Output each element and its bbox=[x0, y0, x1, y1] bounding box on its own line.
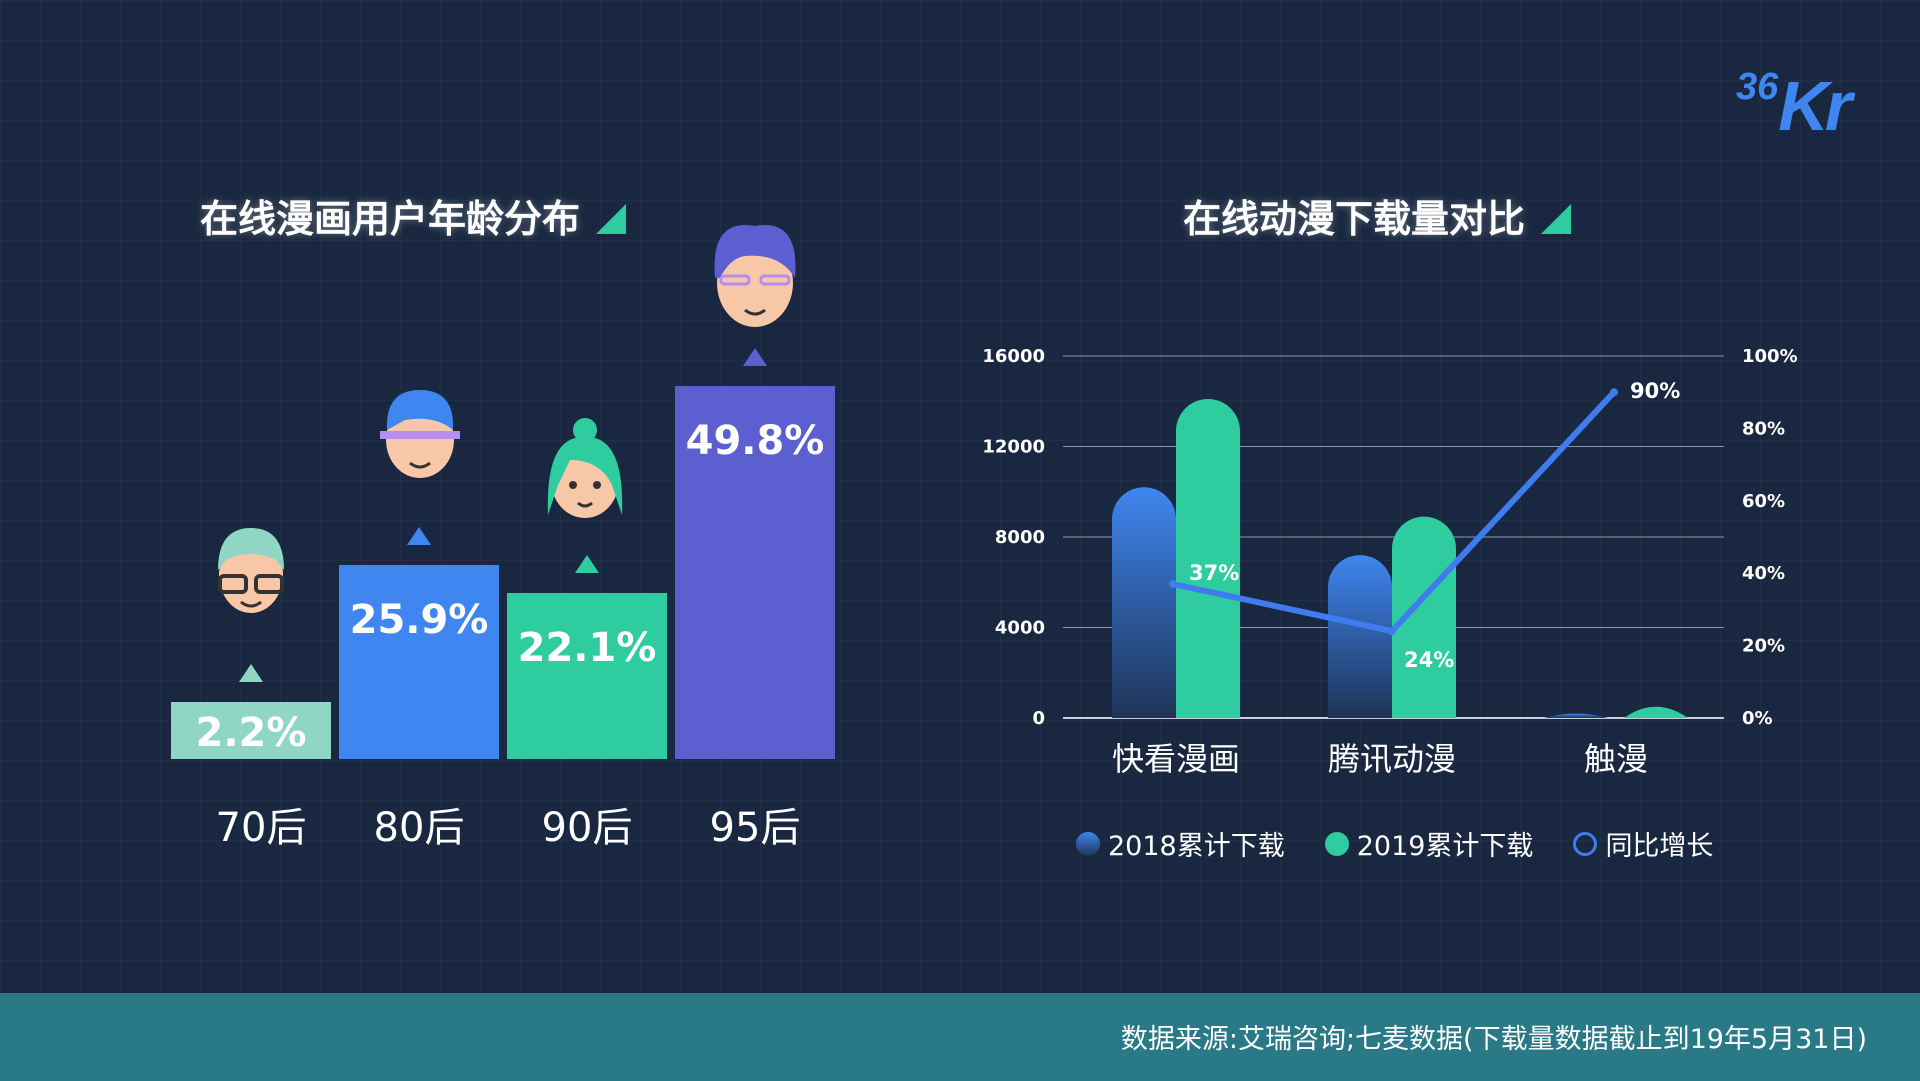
age-label: 90后 bbox=[541, 805, 633, 851]
logo-36kr: 36Kr bbox=[1736, 66, 1852, 145]
age-label: 95后 bbox=[709, 805, 801, 851]
bar-2018 bbox=[1112, 487, 1176, 718]
up-arrow-icon bbox=[407, 527, 431, 545]
bar-2018 bbox=[1544, 713, 1608, 718]
age-label: 70后 bbox=[215, 805, 307, 851]
age-bar: 25.9% bbox=[339, 565, 499, 759]
triangle-icon bbox=[596, 204, 627, 234]
category-label: 腾讯动漫 bbox=[1328, 740, 1456, 778]
legend-2019: 2019累计下载 bbox=[1356, 831, 1534, 862]
y2-tick-label: 0% bbox=[1742, 708, 1773, 729]
y2-tick-label: 60% bbox=[1742, 491, 1785, 512]
bar-2019 bbox=[1624, 706, 1688, 718]
face-70s-icon bbox=[218, 528, 284, 613]
age-bar-label: 22.1% bbox=[517, 625, 657, 672]
age-bar-label: 2.2% bbox=[195, 710, 307, 756]
age-label: 80后 bbox=[373, 805, 465, 851]
download-comparison-chart: 0 4000 8000 12000 16000 0% 20% 40% 60% 80% 100% 快看漫… bbox=[982, 346, 1798, 778]
legend-2019-icon bbox=[1324, 831, 1349, 856]
bar-2018 bbox=[1328, 555, 1392, 718]
bar-2019 bbox=[1392, 516, 1456, 718]
growth-label: 24% bbox=[1404, 648, 1454, 672]
growth-point bbox=[1388, 627, 1396, 636]
bar-2019 bbox=[1176, 398, 1240, 718]
face-80s-icon bbox=[380, 390, 460, 478]
growth-point bbox=[1169, 580, 1177, 589]
footer-source: 数据来源:艾瑞咨询;七麦数据(下载量数据截止到19年5月31日) bbox=[0, 993, 1920, 1081]
growth-label: 37% bbox=[1189, 561, 1239, 585]
category-label: 触漫 bbox=[1584, 740, 1648, 778]
growth-label: 90% bbox=[1630, 379, 1680, 403]
right-chart-title: 在线动漫下载量对比 bbox=[1183, 188, 1572, 243]
legend-2018-icon bbox=[1076, 831, 1100, 856]
legend-2018: 2018累计下载 bbox=[1108, 831, 1285, 862]
y-tick-label: 0 bbox=[1032, 708, 1045, 729]
y2-tick-label: 80% bbox=[1742, 418, 1785, 439]
age-bar-label: 25.9% bbox=[349, 597, 489, 644]
age-bar-label: 49.8% bbox=[685, 418, 825, 464]
age-bar: 49.8% bbox=[675, 386, 835, 759]
legend-growth: 同比增长 bbox=[1605, 831, 1714, 862]
y2-tick-label: 40% bbox=[1742, 563, 1785, 584]
age-bar: 22.1% bbox=[507, 593, 667, 759]
y-tick-label: 12000 bbox=[982, 437, 1045, 458]
legend: 2018累计下载 2019累计下载 同比增长 bbox=[1076, 824, 1713, 863]
up-arrow-icon bbox=[239, 664, 263, 682]
y-tick-label: 8000 bbox=[995, 527, 1045, 548]
growth-point bbox=[1610, 388, 1618, 397]
up-arrow-icon bbox=[743, 348, 767, 366]
category-label: 快看漫画 bbox=[1112, 740, 1240, 778]
y-tick-label: 4000 bbox=[995, 618, 1045, 639]
left-chart-title: 在线漫画用户年龄分布 bbox=[200, 188, 627, 243]
up-arrow-icon bbox=[575, 555, 599, 574]
age-bar: 2.2% bbox=[171, 702, 331, 759]
face-90s-icon bbox=[547, 418, 623, 518]
face-95s-icon bbox=[714, 225, 796, 327]
triangle-icon bbox=[1541, 204, 1572, 234]
y2-tick-label: 100% bbox=[1742, 346, 1798, 367]
y-tick-label: 16000 bbox=[982, 346, 1045, 367]
legend-growth-icon bbox=[1573, 831, 1598, 856]
y2-tick-label: 20% bbox=[1742, 636, 1785, 657]
